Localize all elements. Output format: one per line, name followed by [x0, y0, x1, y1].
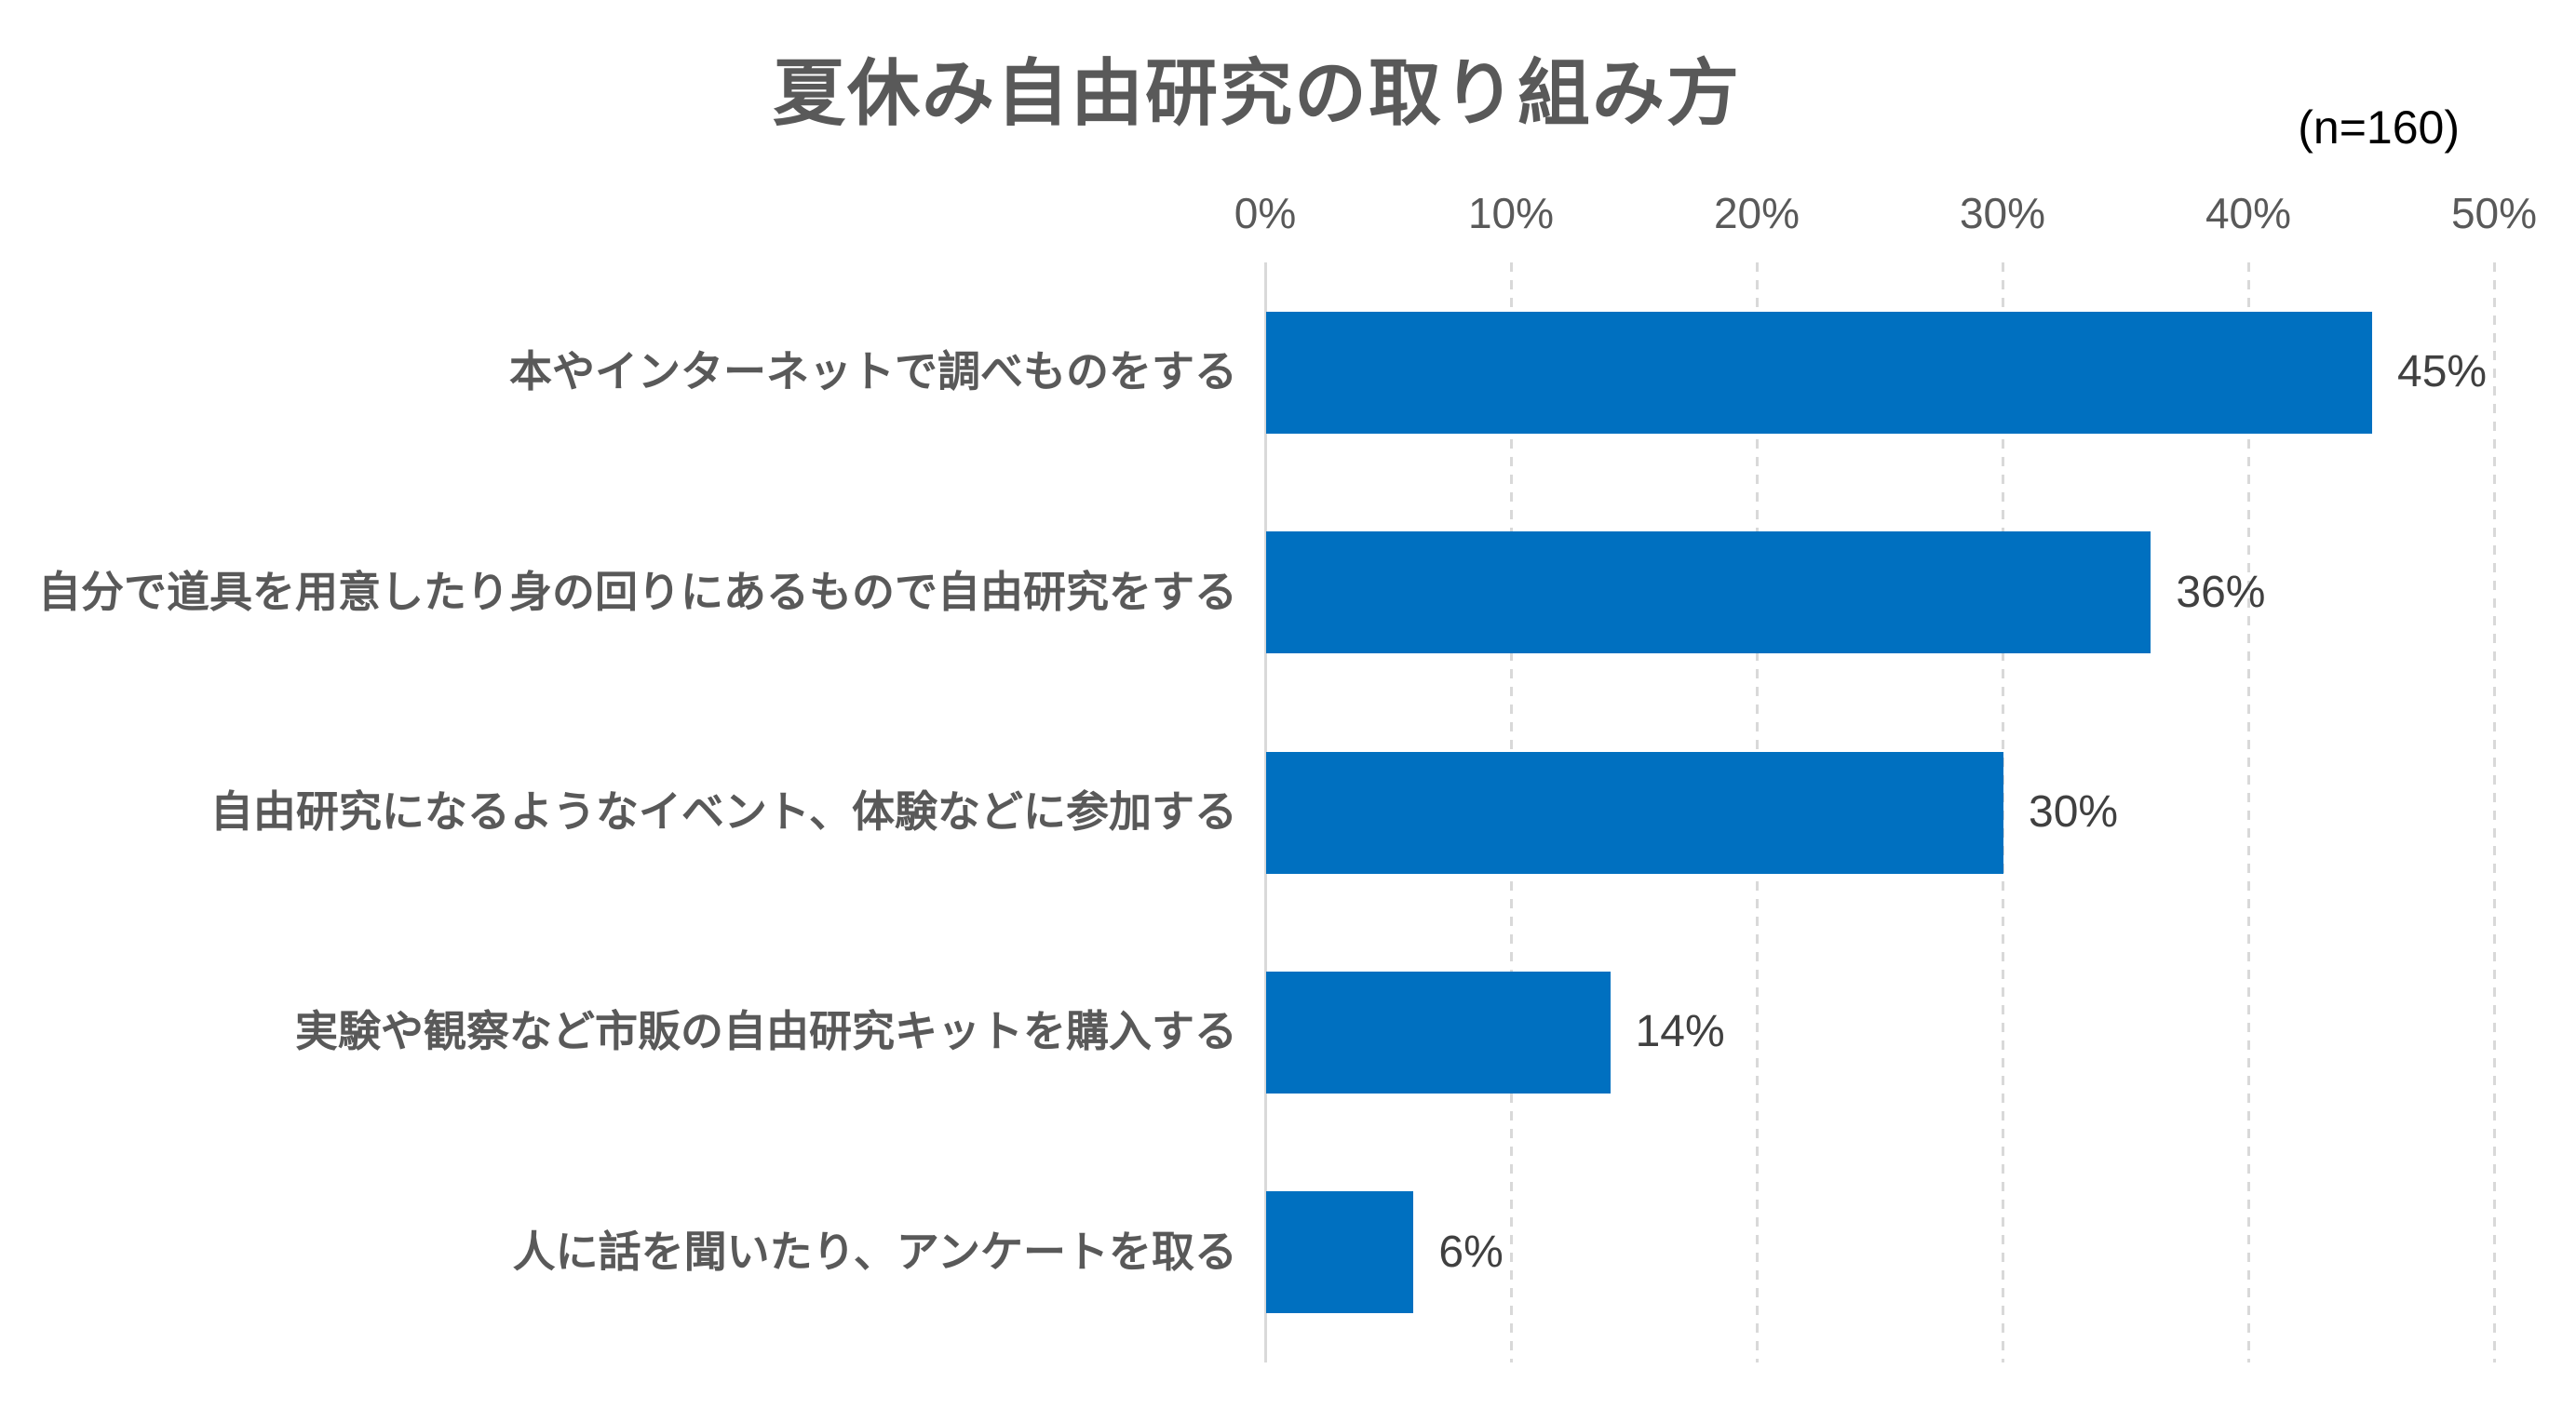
value-label-0: 45%	[2397, 347, 2488, 397]
value-label-4: 6%	[1438, 1227, 1504, 1277]
gridline-50%	[2493, 262, 2496, 1362]
x-tick-label-3: 30%	[1959, 189, 2046, 237]
bar-1	[1266, 531, 2151, 654]
category-label-1: 自分で道具を用意したり身の回りにあるもので自由研究をする	[38, 567, 1237, 616]
value-label-2: 30%	[2029, 787, 2119, 837]
bar-0	[1266, 311, 2372, 434]
x-tick-label-5: 50%	[2450, 189, 2538, 237]
category-label-4: 人に話を聞いたり、アンケートを取る	[512, 1227, 1237, 1276]
bar-3	[1266, 971, 1611, 1094]
sample-size-label: (n=160)	[2298, 101, 2460, 154]
bar-2	[1266, 751, 2003, 874]
x-tick-label-4: 40%	[2205, 189, 2292, 237]
gridline-40%	[2247, 262, 2250, 1362]
category-label-0: 本やインターネットで調べものをする	[509, 347, 1237, 396]
value-label-1: 36%	[2176, 567, 2266, 617]
plot-area: 0% 10% 20% 30% 40% 50% 本やインターネットで調べものをする 45% 自分で…	[38, 189, 2537, 1362]
x-tick-label-2: 20%	[1713, 189, 1801, 237]
y-axis-line	[1264, 262, 1267, 1362]
category-label-2: 自由研究になるようなイベント、体験などに参加する	[209, 787, 1237, 836]
chart-title: 夏休み自由研究の取り組み方	[772, 52, 1741, 134]
value-label-3: 14%	[1635, 1007, 1725, 1057]
x-tick-label-0: 0%	[1234, 189, 1297, 237]
category-label-3: 実験や観察など市販の自由研究キットを購入する	[295, 1007, 1237, 1056]
bar-4	[1266, 1191, 1414, 1314]
x-tick-label-1: 10%	[1467, 189, 1555, 237]
